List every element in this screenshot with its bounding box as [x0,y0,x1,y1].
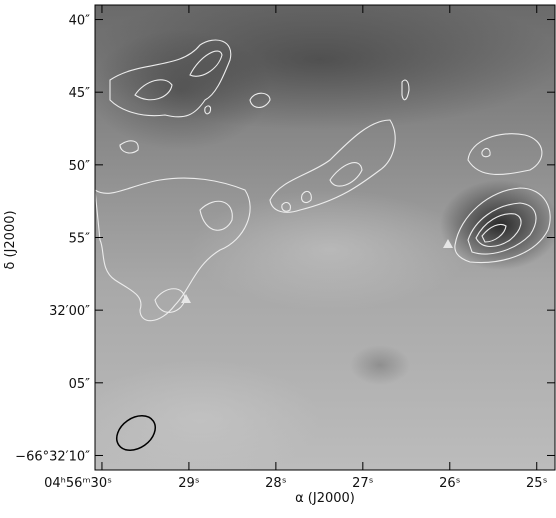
y-tick-label: 32′00″ [49,304,90,319]
image [80,0,556,480]
x-axis-label: α (J2000) [295,491,355,506]
page: α (J2000) δ (J2000) 04ʰ56ᵐ30ˢ 29ˢ 28ˢ 27ˢ 26… [0,0,556,514]
y-tick-label: −66°32′10″ [15,449,90,464]
y-tick-label: 40″ [69,14,91,29]
x-tick-label: 29ˢ [178,476,200,491]
x-tick-label: 04ʰ56ᵐ30ˢ [44,476,112,491]
x-tick-label: 28ˢ [265,476,287,491]
y-tick-label: 45″ [69,86,91,101]
y-axis-label: δ (J2000) [3,210,18,269]
y-tick-label: 05″ [69,377,91,392]
y-tick-label: 55″ [69,232,91,247]
x-tick-label: 27ˢ [352,476,374,491]
x-tick-label: 26ˢ [439,476,461,491]
chart: α (J2000) δ (J2000) 04ʰ56ᵐ30ˢ 29ˢ 28ˢ 27ˢ 26… [0,0,556,514]
y-tick-label: 50″ [69,159,91,174]
x-tick-label: 25ˢ [526,476,548,491]
